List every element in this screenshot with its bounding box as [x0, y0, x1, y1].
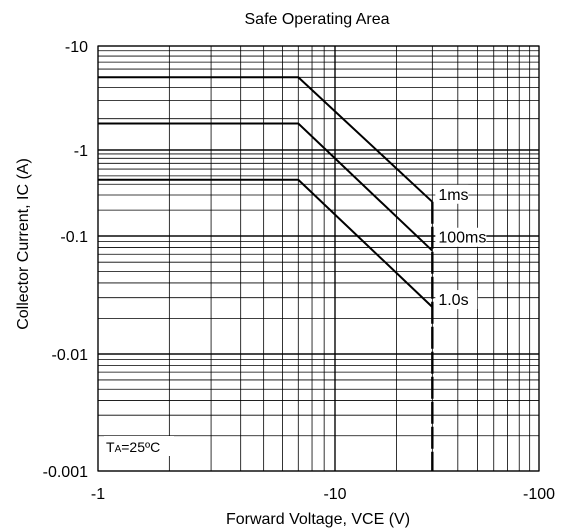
chart-title: Safe Operating Area: [245, 11, 390, 28]
series-line-100ms: [98, 122, 433, 252]
series-label-background: [435, 290, 478, 310]
series-label-100ms: 100ms: [438, 230, 486, 247]
series-line-1-0s: [98, 178, 433, 308]
series-label-1ms: 1ms: [438, 187, 468, 204]
series-label-1-0s: 1.0s: [438, 292, 468, 309]
annotation-background: [104, 436, 174, 456]
x-axis-label: Forward Voltage, VCE (V): [226, 511, 410, 528]
y-axis-label: Collector Current, IC (A): [15, 158, 32, 330]
y-tick-labels: -0.001 -0.01 -0.1 -1 -10: [43, 39, 88, 481]
y-tick-label: -0.01: [52, 347, 89, 364]
temperature-annotation: TA=25ºC: [104, 436, 174, 456]
y-tick-label: -1: [74, 143, 88, 160]
y-tick-label: -0.001: [43, 464, 88, 481]
plot-frame: [97, 45, 540, 472]
y-tick-label: -10: [65, 39, 88, 56]
x-tick-labels: -1 -10 -100: [91, 486, 555, 503]
x-tick-label: -100: [523, 486, 555, 503]
ambient-temperature-label: TA=25ºC: [106, 439, 160, 455]
series-line-1ms: [98, 76, 433, 203]
grid-lines: [97, 45, 540, 472]
x-tick-label: -10: [323, 486, 346, 503]
series-label-background: [435, 184, 469, 204]
series-label-background: [435, 227, 487, 247]
y-tick-label: -0.1: [60, 229, 88, 246]
series-lines: 1ms 100ms 1.0s: [98, 76, 487, 471]
x-tick-label: -1: [91, 486, 105, 503]
